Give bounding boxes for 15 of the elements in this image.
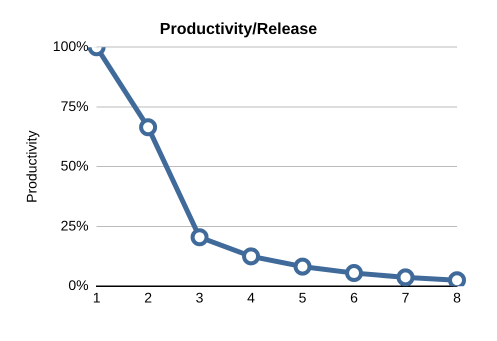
x-tick-label: 8 (453, 289, 462, 306)
x-tick-label: 6 (350, 289, 358, 306)
y-tick-label: 75% (60, 98, 89, 114)
y-tick-label: 100% (52, 38, 89, 54)
chart-title: Productivity/Release (160, 21, 318, 38)
y-tick-label: 0% (68, 277, 89, 294)
x-tick-label: 4 (247, 289, 256, 306)
y-axis-title: Productivity (23, 130, 40, 203)
x-tick-label: 3 (196, 289, 204, 306)
x-tick-label: 2 (144, 289, 152, 306)
y-tick-label: 25% (60, 217, 89, 234)
y-tick-label: 50% (60, 158, 89, 174)
x-tick-label: 7 (402, 289, 410, 306)
x-tick-label: 5 (298, 289, 307, 306)
x-tick-label: 1 (92, 289, 101, 306)
